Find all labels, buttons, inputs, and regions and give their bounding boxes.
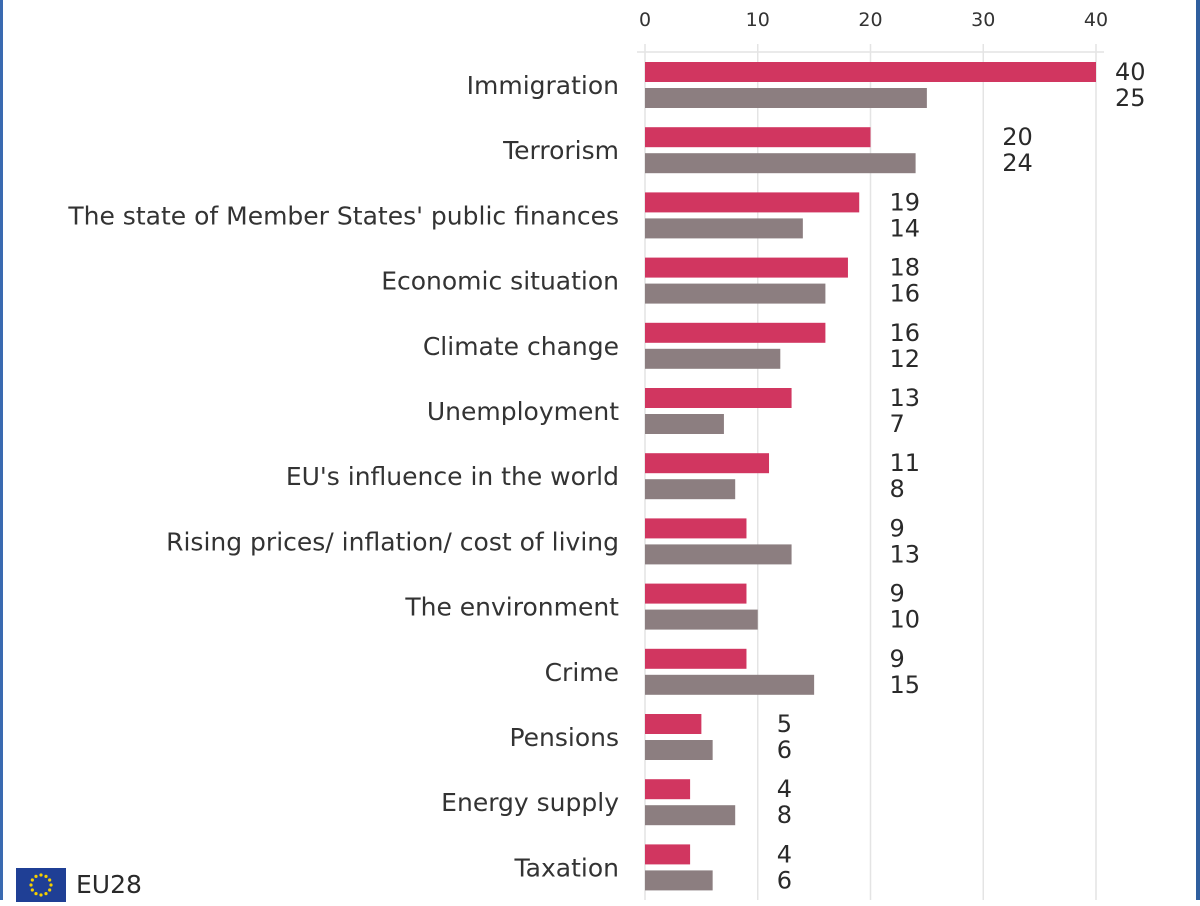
bar-series-2 [645,88,927,108]
value-label-series-1: 19 [890,188,921,216]
bar-series-2 [645,348,781,369]
value-label-series-2: 8 [777,801,792,829]
category-label: Terrorism [502,136,619,165]
bar-series-2 [645,609,758,630]
x-tick-label: 0 [639,9,651,31]
bar-series-1 [645,322,826,343]
bar-series-2 [645,218,803,239]
value-label-series-1: 13 [890,384,921,412]
value-label-series-1: 18 [890,254,921,282]
value-label-series-1: 4 [777,840,792,868]
value-label-series-2: 7 [890,410,905,438]
category-label: Unemployment [427,397,619,426]
bar-series-1 [645,453,770,474]
flag-star [39,873,43,877]
bars [645,62,1096,891]
category-label: The state of Member States' public finan… [67,201,619,230]
bar-series-2 [645,544,792,565]
value-label-series-2: 8 [890,475,905,503]
bar-series-1 [645,583,747,604]
bar-series-2 [645,870,713,891]
frame-right-border [1196,0,1200,900]
x-axis-ticks: 0 10 20 30 40 [639,9,1108,31]
value-label-series-1: 11 [890,449,921,477]
flag-star [34,874,38,878]
bar-series-2 [645,153,916,174]
category-label: Rising prices/ inflation/ cost of living [166,527,619,556]
value-label-series-2: 12 [890,345,921,373]
value-label-series-2: 10 [890,606,921,634]
category-label: Crime [545,658,619,687]
value-label-series-1: 5 [777,710,792,738]
bar-series-2 [645,414,724,434]
bar-series-1 [645,192,860,213]
category-label: EU's influence in the world [286,462,619,491]
flag-star [30,878,34,882]
flag-star [30,888,34,892]
value-label-series-1: 4 [777,775,792,803]
value-label-series-2: 14 [890,214,921,242]
value-label-series-2: 15 [890,671,921,699]
bar-series-1 [645,127,871,148]
bar-series-2 [645,283,826,304]
bar-series-1 [645,257,848,278]
flag-star [49,883,53,887]
legend: EU28 [16,868,142,902]
x-tick-label: 20 [858,9,882,31]
bar-series-1 [645,518,747,539]
x-tick-label: 40 [1084,9,1108,31]
category-label: Taxation [514,853,619,882]
value-label-series-1: 9 [890,580,905,608]
flag-star [39,893,43,897]
flag-star [44,892,48,896]
bar-series-1 [645,62,1096,82]
frame-left-border [0,0,3,900]
value-label-series-2: 6 [777,736,792,764]
value-labels: 4025202419141816161213711891391091556484… [777,58,1146,894]
bar-series-2 [645,479,736,500]
flag-star [44,874,48,878]
eu-flag-icon [16,868,66,902]
bar-series-2 [645,740,713,760]
flag-star [34,892,38,896]
flag-star [48,878,52,882]
legend-label: EU28 [76,870,142,899]
value-label-series-2: 25 [1115,84,1146,112]
bar-series-1 [645,648,747,669]
bar-series-2 [645,674,815,695]
value-label-series-1: 20 [1002,123,1033,151]
bar-series-1 [645,388,792,408]
bar-series-1 [645,844,691,865]
value-label-series-2: 16 [890,280,921,308]
value-label-series-1: 9 [890,514,905,542]
x-tick-label: 10 [746,9,770,31]
category-label: The environment [404,593,619,622]
category-label: Energy supply [441,788,619,817]
bar-series-2 [645,805,736,826]
value-label-series-1: 16 [890,319,921,347]
bar-series-1 [645,779,691,800]
category-labels: Immigration Terrorism The state of Member … [67,71,619,882]
flag-star [48,888,52,892]
category-label: Climate change [423,332,619,361]
bar-series-1 [645,714,702,734]
category-label: Pensions [509,723,619,752]
value-label-series-1: 9 [890,645,905,673]
value-label-series-1: 40 [1115,58,1146,86]
value-label-series-2: 6 [777,866,792,894]
category-label: Immigration [467,71,619,100]
value-label-series-2: 13 [890,540,921,568]
flag-star [29,883,33,887]
value-label-series-2: 24 [1002,149,1033,177]
category-label: Economic situation [381,267,619,296]
x-tick-label: 30 [971,9,995,31]
